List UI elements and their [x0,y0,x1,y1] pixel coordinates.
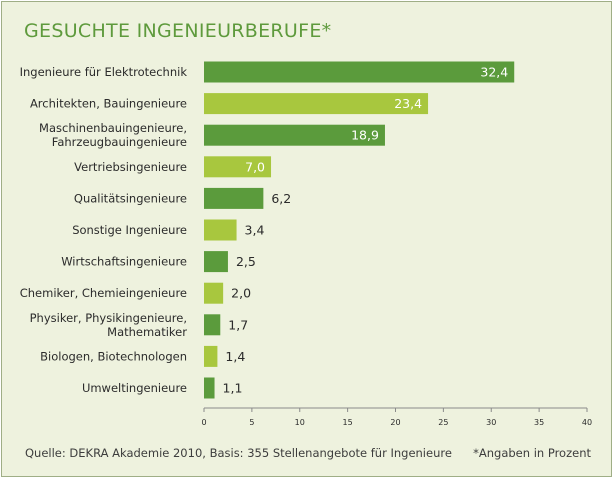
bar [204,345,218,367]
bar [204,187,264,209]
value-label: 6,2 [271,191,291,206]
value-label: 7,0 [245,159,265,174]
value-label: 3,4 [245,223,265,238]
category-label: Mathematiker [107,325,187,339]
bar [204,377,215,399]
category-label: Fahrzeugbauingenieure [52,135,187,149]
bar [204,251,228,273]
percent-footnote: *Angaben in Prozent [473,446,591,460]
bar [204,93,429,115]
value-label: 32,4 [480,65,508,80]
value-label: 1,1 [223,381,243,396]
category-label: Sonstige Ingenieure [72,223,187,237]
category-label: Maschinenbauingenieure, [39,121,187,135]
category-label: Qualitätsingenieure [74,191,187,205]
category-label: Umweltingenieure [82,381,187,395]
value-label: 2,0 [231,286,251,301]
x-tick-label: 10 [295,418,305,427]
x-tick-label: 40 [582,418,592,427]
x-tick-label: 30 [486,418,496,427]
x-tick-label: 25 [438,418,448,427]
category-label: Ingenieure für Elektrotechnik [20,65,188,79]
value-label: 1,7 [228,317,248,332]
category-label: Wirtschaftsingenieure [61,255,187,269]
x-tick-label: 0 [201,418,206,427]
category-label: Physiker, Physikingenieure, [30,311,187,325]
bar [204,219,237,241]
value-label: 1,4 [225,349,245,364]
value-label: 23,4 [394,96,422,111]
bar [204,61,515,83]
bar [204,156,272,178]
category-label: Vertriebsingenieure [74,160,187,174]
bar [204,124,385,146]
value-label: 2,5 [236,254,256,269]
x-tick-label: 5 [249,418,254,427]
x-tick-label: 20 [390,418,400,427]
chart-title: GESUCHTE INGENIEURBERUFE* [24,20,332,42]
value-label: 18,9 [351,128,379,143]
x-tick-label: 35 [534,418,544,427]
source-note: Quelle: DEKRA Akademie 2010, Basis: 355 … [25,446,452,460]
category-label: Architekten, Bauingenieure [30,97,187,111]
bar [204,282,224,304]
bar [204,314,221,336]
category-label: Biologen, Biotechnologen [40,349,187,363]
x-tick-label: 15 [343,418,353,427]
category-label: Chemiker, Chemieingenieure [20,286,187,300]
